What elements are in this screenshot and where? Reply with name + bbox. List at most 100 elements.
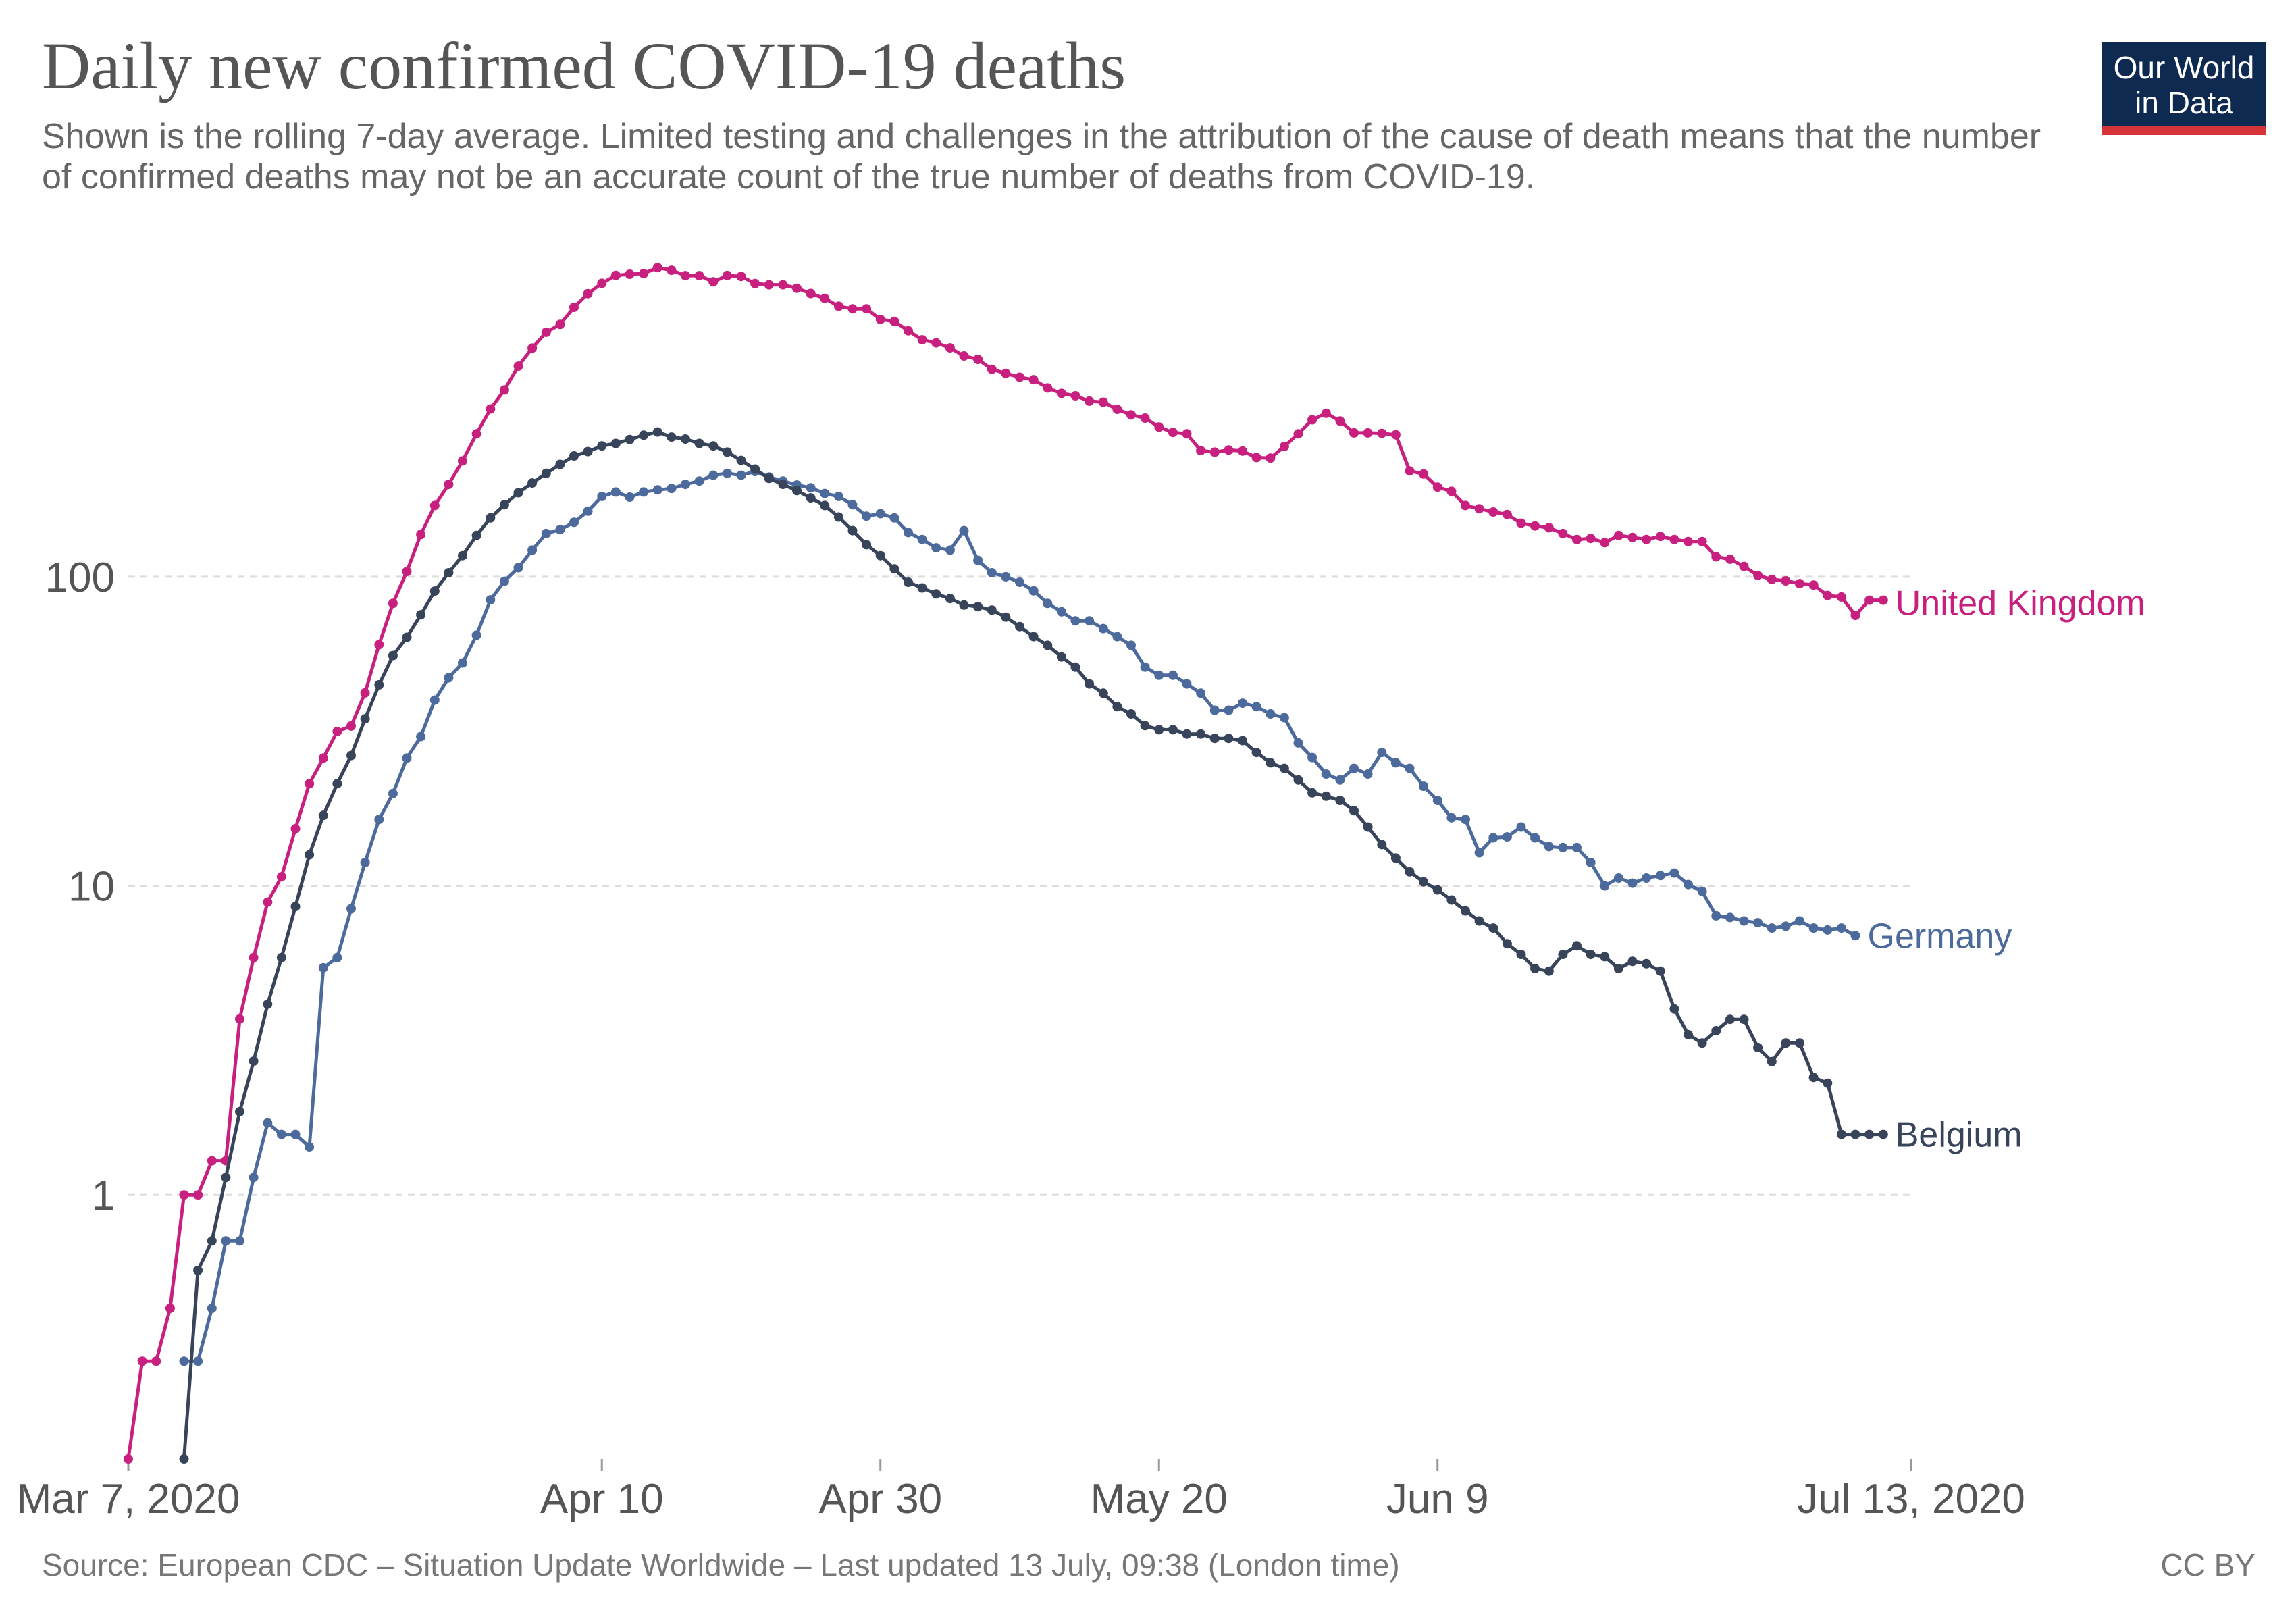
data-point[interactable]	[513, 361, 523, 371]
data-point[interactable]	[889, 316, 899, 326]
data-point[interactable]	[1335, 775, 1345, 785]
data-point[interactable]	[1028, 632, 1039, 642]
data-point[interactable]	[987, 568, 997, 577]
data-point[interactable]	[722, 447, 732, 457]
data-point[interactable]	[1558, 842, 1568, 852]
data-point[interactable]	[1586, 950, 1596, 960]
data-point[interactable]	[1349, 806, 1359, 816]
data-point[interactable]	[945, 343, 955, 353]
data-point[interactable]	[681, 434, 690, 444]
data-point[interactable]	[931, 543, 941, 553]
data-point[interactable]	[1266, 758, 1276, 768]
data-point[interactable]	[1238, 736, 1247, 746]
data-point[interactable]	[1711, 910, 1721, 921]
data-point[interactable]	[1808, 923, 1819, 933]
data-point[interactable]	[1655, 871, 1665, 881]
data-point[interactable]	[318, 962, 328, 973]
data-point[interactable]	[402, 753, 412, 763]
data-point[interactable]	[1669, 1004, 1679, 1014]
data-point[interactable]	[1098, 397, 1108, 407]
data-point[interactable]	[973, 602, 983, 612]
data-point[interactable]	[736, 455, 746, 465]
data-point[interactable]	[1850, 1129, 1860, 1139]
data-point[interactable]	[583, 446, 593, 457]
data-point[interactable]	[1056, 607, 1066, 617]
data-point[interactable]	[597, 278, 607, 288]
data-point[interactable]	[402, 632, 412, 642]
data-point[interactable]	[541, 327, 551, 337]
data-point[interactable]	[847, 304, 858, 314]
data-point[interactable]	[527, 478, 538, 488]
data-point[interactable]	[1335, 796, 1345, 805]
data-point[interactable]	[290, 824, 301, 833]
source-note[interactable]: Source: European CDC – Situation Update …	[42, 1547, 1400, 1583]
data-point[interactable]	[708, 470, 719, 480]
data-point[interactable]	[346, 904, 356, 914]
data-point[interactable]	[541, 468, 551, 478]
data-point[interactable]	[332, 779, 342, 789]
data-point[interactable]	[931, 589, 941, 599]
data-point[interactable]	[1321, 769, 1331, 779]
data-point[interactable]	[1836, 1129, 1846, 1139]
data-point[interactable]	[1015, 577, 1024, 587]
data-point[interactable]	[667, 265, 677, 276]
data-point[interactable]	[1112, 632, 1122, 642]
data-point[interactable]	[1279, 763, 1289, 773]
series-line[interactable]	[184, 469, 1856, 1363]
data-point[interactable]	[1558, 950, 1568, 960]
data-point[interactable]	[1390, 430, 1401, 440]
data-point[interactable]	[1140, 413, 1150, 423]
data-point[interactable]	[1085, 616, 1095, 626]
data-point[interactable]	[1767, 1056, 1777, 1066]
data-point[interactable]	[1684, 1029, 1693, 1039]
data-point[interactable]	[820, 293, 830, 303]
data-point[interactable]	[1279, 713, 1289, 723]
data-point[interactable]	[1530, 964, 1540, 973]
series-label[interactable]: Germany	[1868, 917, 2012, 956]
data-point[interactable]	[806, 483, 816, 493]
data-point[interactable]	[1502, 832, 1512, 842]
data-point[interactable]	[1808, 580, 1819, 590]
data-point[interactable]	[1739, 561, 1749, 571]
series-germany[interactable]	[179, 467, 1860, 1366]
owid-logo[interactable]: Our World in Data	[2102, 42, 2266, 135]
series-label[interactable]: United Kingdom	[1896, 584, 2145, 623]
data-point[interactable]	[305, 850, 315, 860]
data-point[interactable]	[1405, 763, 1415, 773]
data-point[interactable]	[1419, 469, 1429, 479]
data-point[interactable]	[1474, 504, 1484, 514]
data-point[interactable]	[179, 1190, 189, 1200]
data-point[interactable]	[486, 513, 496, 523]
data-point[interactable]	[1488, 507, 1498, 517]
data-point[interactable]	[569, 517, 579, 528]
data-point[interactable]	[610, 487, 621, 497]
data-point[interactable]	[263, 999, 273, 1009]
data-point[interactable]	[555, 319, 565, 330]
data-point[interactable]	[1168, 670, 1178, 680]
data-point[interactable]	[959, 351, 969, 361]
data-point[interactable]	[1642, 873, 1652, 883]
data-point[interactable]	[360, 858, 370, 867]
data-point[interactable]	[1098, 688, 1108, 698]
data-point[interactable]	[694, 271, 704, 281]
data-point[interactable]	[1363, 822, 1373, 832]
data-point[interactable]	[1043, 598, 1053, 609]
data-point[interactable]	[694, 476, 704, 486]
data-point[interactable]	[652, 263, 662, 273]
series-line[interactable]	[182, 430, 1883, 1460]
data-point[interactable]	[1711, 552, 1721, 562]
data-point[interactable]	[1432, 885, 1442, 895]
data-point[interactable]	[1224, 705, 1234, 715]
data-point[interactable]	[625, 434, 635, 444]
data-point[interactable]	[708, 441, 719, 451]
data-point[interactable]	[1725, 912, 1735, 923]
data-point[interactable]	[1516, 822, 1526, 832]
data-point[interactable]	[1753, 570, 1763, 580]
data-point[interactable]	[597, 491, 607, 501]
data-point[interactable]	[1572, 534, 1582, 544]
data-point[interactable]	[694, 438, 704, 448]
data-point[interactable]	[1697, 1038, 1707, 1048]
data-point[interactable]	[388, 650, 398, 661]
data-point[interactable]	[1307, 752, 1317, 763]
data-point[interactable]	[263, 897, 273, 907]
